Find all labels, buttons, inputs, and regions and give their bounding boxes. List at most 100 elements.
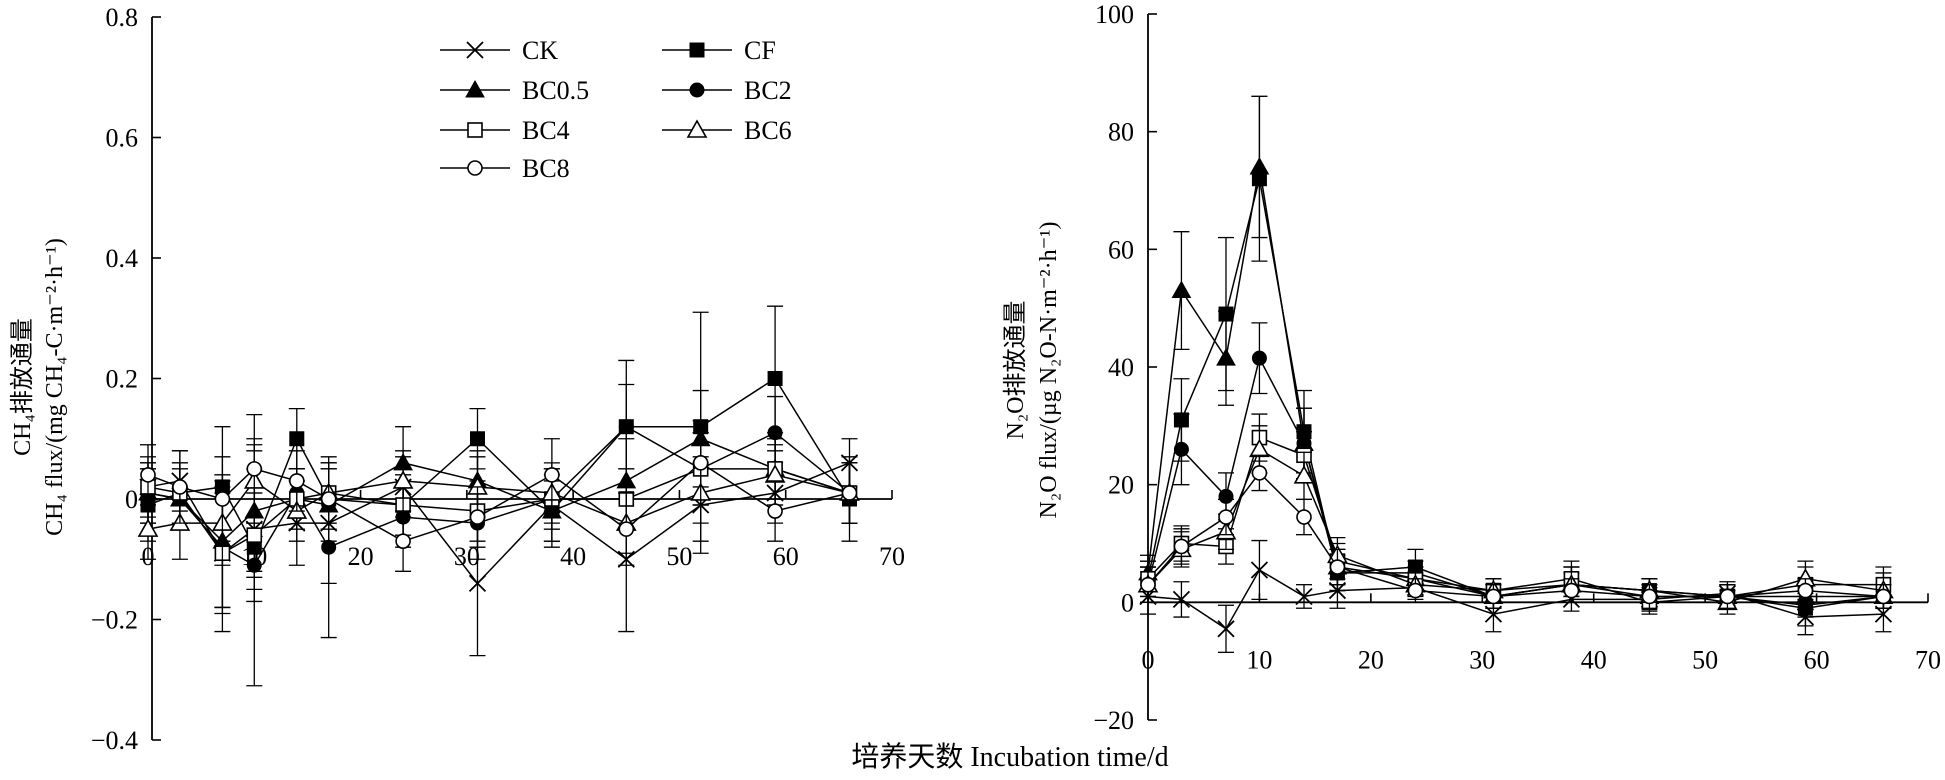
n2o-point-bc2 — [1173, 441, 1189, 457]
ch4-point-bc8 — [469, 509, 486, 525]
legend-marker-bc8 — [467, 160, 483, 176]
n2o-x-tick-label: 40 — [1581, 645, 1607, 674]
n2o-y-tick-label: 20 — [1108, 471, 1134, 500]
legend-item-bc6: BC6 — [662, 116, 792, 145]
ch4-point-bc4 — [246, 527, 263, 543]
n2o-point-bc6 — [1293, 465, 1315, 484]
legend-item-bc0-5: BC0.5 — [440, 76, 589, 105]
ch4-y-tick-label: 0.2 — [106, 365, 139, 394]
ch4-point-bc8 — [767, 503, 783, 519]
ch4-point-bc8 — [172, 479, 188, 495]
legend-marker-bc4 — [467, 122, 483, 138]
n2o-point-ck — [1250, 561, 1269, 579]
n2o-point-bc8 — [1173, 538, 1190, 555]
n2o-x-tick-label: 70 — [1915, 645, 1941, 674]
ch4-point-bc6 — [137, 518, 159, 537]
ch4-point-bc8 — [395, 533, 411, 549]
n2o-x-tick-label: 0 — [1142, 645, 1155, 674]
legend-item-bc2: BC2 — [662, 76, 792, 105]
n2o-point-bc8 — [1641, 588, 1658, 605]
n2o-flux-panel: −20 0 20 40 60 80 100 0 10 20 30 40 50 60 70 N₂O排放通量 N… — [1002, 0, 1941, 735]
ch4-point-bc8 — [140, 467, 156, 483]
ch4-x-tick-label: 40 — [560, 542, 586, 571]
n2o-axis-ticks: −20 0 20 40 60 80 100 0 10 20 30 40 50 60 70 — [1093, 0, 1941, 735]
n2o-point-bc0-5 — [1216, 348, 1236, 366]
ch4-x-tick-label: 70 — [879, 542, 905, 571]
n2o-y-axis-label-en: N₂O flux/(µg N₂O-N·m⁻²·h⁻¹) — [1036, 222, 1062, 519]
n2o-point-bc8 — [1485, 588, 1502, 605]
ch4-point-bc8 — [320, 491, 337, 507]
n2o-line-bc4 — [1147, 436, 1884, 604]
legend-marker-bc0-5 — [465, 79, 485, 98]
n2o-y-tick-label: 0 — [1121, 588, 1134, 617]
legend-label-bc2: BC2 — [744, 76, 792, 105]
ch4-point-cf — [767, 371, 783, 386]
n2o-point-bc8 — [1251, 465, 1268, 481]
legend: CK CF BC0.5 BC2 BC4 BC6 BC8 — [440, 36, 792, 183]
n2o-point-ck — [1217, 620, 1235, 638]
legend-item-ck: CK — [440, 36, 558, 65]
ch4-point-bc2 — [618, 419, 634, 435]
ch4-x-tick-label: 50 — [666, 542, 692, 571]
ch4-point-bc8 — [214, 491, 231, 507]
legend-label-bc6: BC6 — [744, 116, 792, 145]
legend-label-bc8: BC8 — [522, 154, 570, 183]
n2o-point-bc0-5 — [1249, 156, 1270, 175]
n2o-x-tick-label: 60 — [1804, 645, 1830, 674]
ch4-series-bc8 — [140, 413, 858, 572]
legend-marker-cf — [689, 42, 705, 58]
ch4-x-tick-label: 20 — [348, 542, 374, 571]
ch4-point-bc8 — [841, 485, 858, 501]
ch4-y-tick-label: −0.4 — [91, 726, 138, 755]
legend-label-ck: CK — [522, 36, 558, 65]
n2o-x-tick-label: 50 — [1692, 645, 1718, 674]
n2o-y-tick-label: 80 — [1108, 118, 1134, 147]
n2o-y-tick-label: 100 — [1095, 0, 1134, 29]
ch4-y-tick-label: −0.2 — [91, 606, 138, 635]
ch4-point-cf — [469, 431, 485, 447]
n2o-point-bc8 — [1407, 582, 1424, 599]
ch4-point-bc8 — [692, 455, 709, 471]
n2o-point-bc2 — [1251, 350, 1267, 366]
n2o-x-tick-label: 10 — [1246, 645, 1272, 674]
n2o-series-bc0-5 — [1138, 95, 1894, 609]
legend-label-cf: CF — [744, 36, 776, 65]
ch4-axis-ticks: −0.4−0.200.20.40.60.80 10 20 30 40 50 60 70 — [91, 3, 905, 755]
n2o-line-bc8 — [1147, 471, 1884, 598]
ch4-flux-panel: −0.4−0.200.20.40.60.80 10 20 30 40 50 60 70 CH₄… — [9, 3, 905, 755]
ch4-point-bc2 — [767, 425, 783, 441]
n2o-point-bc8 — [1719, 588, 1736, 605]
n2o-point-ck — [1172, 590, 1191, 609]
ch4-point-bc8 — [544, 467, 560, 483]
n2o-point-bc8 — [1218, 509, 1234, 525]
ch4-y-tick-label: 0 — [125, 485, 138, 514]
n2o-series-group — [1137, 95, 1894, 653]
n2o-point-bc8 — [1875, 588, 1892, 605]
ch4-point-bc8 — [288, 473, 305, 489]
n2o-point-bc8 — [1329, 559, 1346, 575]
legend-item-cf: CF — [662, 36, 776, 65]
legend-item-bc8: BC8 — [440, 154, 570, 183]
legend-marker-bc2 — [689, 82, 705, 98]
ch4-x-tick-label: 30 — [454, 542, 480, 571]
legend-marker-bc6 — [686, 119, 708, 138]
ch4-point-bc6 — [392, 470, 414, 489]
n2o-point-bc0-5 — [1171, 280, 1192, 299]
n2o-series-bc6 — [1137, 425, 1894, 615]
n2o-point-ck — [1295, 587, 1313, 606]
legend-label-bc0-5: BC0.5 — [522, 76, 589, 105]
ch4-series-group — [137, 305, 860, 687]
legend-item-bc4: BC4 — [440, 116, 570, 145]
n2o-y-axis-label-cn: N₂O排放通量 — [1002, 300, 1029, 439]
n2o-point-bc8 — [1140, 576, 1156, 593]
shared-x-axis-label: 培养天数 Incubation time/d — [851, 741, 1168, 773]
ch4-x-tick-label: 60 — [773, 542, 799, 571]
n2o-x-tick-label: 20 — [1358, 645, 1384, 674]
ch4-line-bc0-5 — [147, 437, 850, 543]
ch4-point-ck — [468, 574, 487, 592]
n2o-point-bc8 — [1563, 582, 1580, 599]
n2o-point-bc8 — [1296, 509, 1312, 525]
ch4-point-cf — [289, 431, 305, 447]
n2o-y-tick-label: −20 — [1093, 706, 1134, 735]
